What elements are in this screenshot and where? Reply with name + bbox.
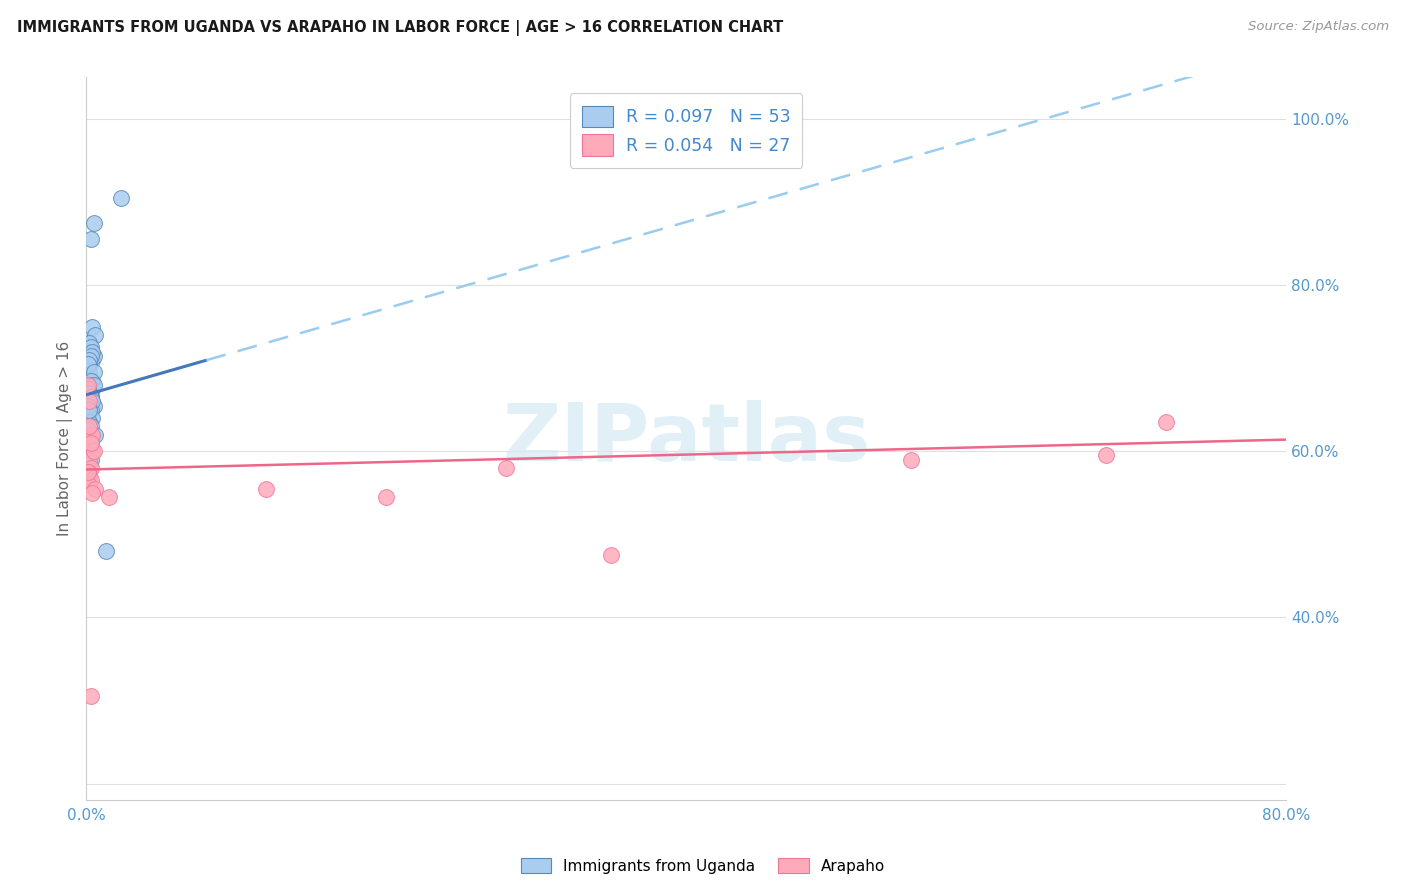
- Y-axis label: In Labor Force | Age > 16: In Labor Force | Age > 16: [58, 341, 73, 536]
- Point: [80, 232, 103, 246]
- Point: [82, 485, 104, 500]
- Point: [79, 365, 101, 379]
- Point: [82, 444, 104, 458]
- Point: [76, 440, 98, 454]
- Text: Source: ZipAtlas.com: Source: ZipAtlas.com: [1249, 20, 1389, 33]
- Point: [80, 390, 103, 404]
- Point: [79, 394, 101, 409]
- Point: [79, 394, 101, 409]
- Point: [76, 424, 98, 438]
- Point: [83, 365, 105, 379]
- Point: [80, 390, 103, 404]
- Point: [79, 336, 101, 351]
- Point: [80, 340, 103, 354]
- Point: [94, 544, 117, 558]
- Point: [76, 465, 98, 479]
- Point: [80, 374, 103, 388]
- Point: [79, 402, 101, 417]
- Text: ZIPatlas: ZIPatlas: [502, 400, 870, 478]
- Point: [110, 191, 132, 205]
- Point: [82, 344, 104, 359]
- Point: [82, 411, 104, 425]
- Point: [82, 444, 104, 458]
- Point: [79, 415, 101, 429]
- Point: [80, 382, 103, 396]
- Point: [76, 357, 98, 371]
- Point: [82, 374, 104, 388]
- Point: [80, 344, 103, 359]
- Point: [79, 449, 101, 463]
- Point: [254, 482, 277, 496]
- Point: [80, 690, 103, 704]
- Point: [84, 328, 107, 343]
- Point: [83, 399, 105, 413]
- Text: IMMIGRANTS FROM UGANDA VS ARAPAHO IN LABOR FORCE | AGE > 16 CORRELATION CHART: IMMIGRANTS FROM UGANDA VS ARAPAHO IN LAB…: [17, 20, 783, 36]
- Point: [80, 402, 103, 417]
- Point: [83, 444, 105, 458]
- Point: [80, 461, 103, 475]
- Point: [76, 399, 98, 413]
- Point: [1154, 415, 1177, 429]
- Point: [80, 436, 103, 450]
- Point: [76, 477, 98, 491]
- Point: [79, 469, 101, 483]
- Point: [76, 407, 98, 421]
- Point: [76, 377, 98, 392]
- Point: [79, 452, 101, 467]
- Point: [79, 352, 101, 367]
- Point: [82, 352, 104, 367]
- Point: [76, 344, 98, 359]
- Point: [76, 465, 98, 479]
- Point: [80, 436, 103, 450]
- Point: [80, 349, 103, 363]
- Point: [80, 452, 103, 467]
- Point: [79, 432, 101, 446]
- Point: [76, 390, 98, 404]
- Point: [76, 386, 98, 401]
- Point: [83, 216, 105, 230]
- Point: [1095, 449, 1118, 463]
- Point: [82, 394, 104, 409]
- Legend: Immigrants from Uganda, Arapaho: Immigrants from Uganda, Arapaho: [515, 852, 891, 880]
- Point: [76, 349, 98, 363]
- Point: [76, 361, 98, 376]
- Point: [79, 357, 101, 371]
- Point: [900, 452, 922, 467]
- Point: [83, 377, 105, 392]
- Legend: R = 0.097   N = 53, R = 0.054   N = 27: R = 0.097 N = 53, R = 0.054 N = 27: [569, 94, 803, 168]
- Point: [76, 436, 98, 450]
- Point: [79, 419, 101, 434]
- Point: [79, 386, 101, 401]
- Point: [84, 482, 107, 496]
- Point: [76, 377, 98, 392]
- Point: [80, 419, 103, 434]
- Point: [600, 548, 623, 562]
- Point: [80, 473, 103, 487]
- Point: [79, 386, 101, 401]
- Point: [83, 349, 105, 363]
- Point: [84, 427, 107, 442]
- Point: [495, 461, 517, 475]
- Point: [80, 427, 103, 442]
- Point: [79, 377, 101, 392]
- Point: [82, 382, 104, 396]
- Point: [82, 319, 104, 334]
- Point: [82, 427, 104, 442]
- Point: [375, 490, 398, 504]
- Point: [97, 490, 120, 504]
- Point: [76, 382, 98, 396]
